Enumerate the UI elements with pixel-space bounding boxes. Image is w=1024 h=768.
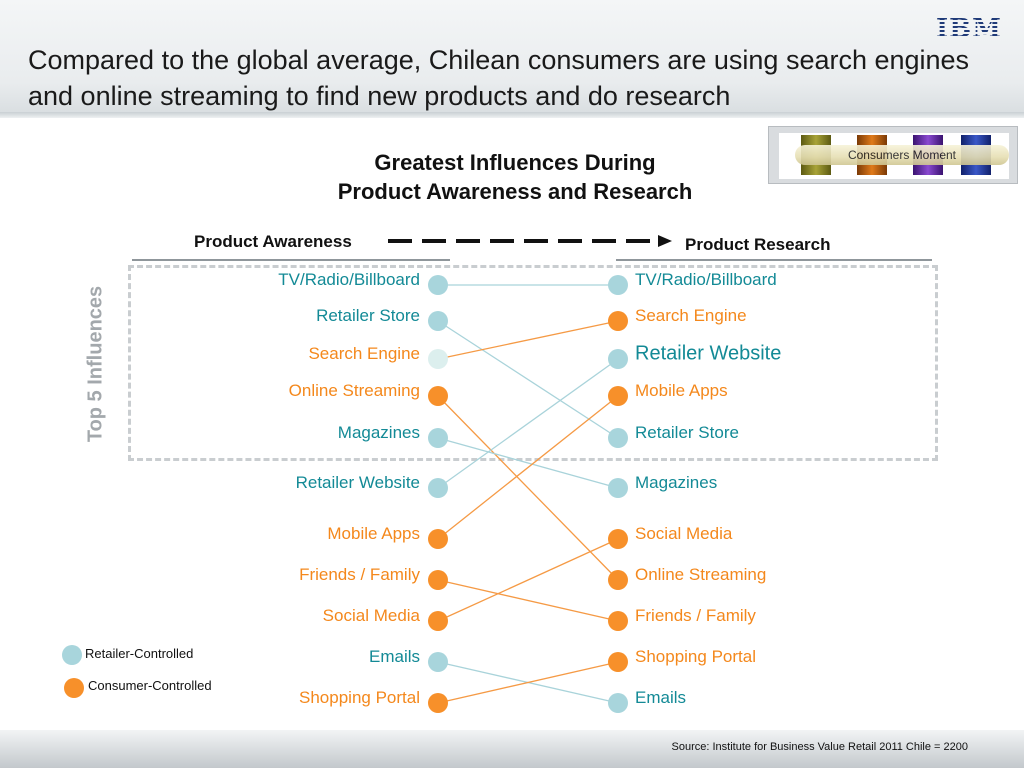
right-node-tv-radio-billboard-dot [608,275,628,295]
link-shopping-portal [437,661,619,704]
left-node-tv-radio-billboard-label: TV/Radio/Billboard [278,270,420,289]
left-node-online-streaming-dot [428,386,448,406]
left-header-rule [132,259,450,261]
left-node-mobile-apps-label: Mobile Apps [327,524,420,543]
right-node-social-media-label: Social Media [635,524,733,543]
diagram-title: Greatest Influences During Product Aware… [260,148,770,206]
top-five-highlight-box [128,265,938,461]
legend-retailer-label: Retailer-Controlled [85,646,194,661]
right-node-search-engine-label: Search Engine [635,306,747,325]
right-node-shopping-portal-dot [608,652,628,672]
badge-label: Consumers Moment [795,145,1009,165]
legend-consumer-dot [64,678,84,698]
right-node-tv-radio-billboard-label: TV/Radio/Billboard [635,270,777,289]
right-node-magazines-label: Magazines [635,473,718,492]
link-magazines [437,437,619,489]
left-node-tv-radio-billboard-dot [428,275,448,295]
left-node-friends-family-label: Friends / Family [299,565,420,584]
left-node-retailer-store-dot [428,311,448,331]
link-social-media [437,538,619,622]
right-node-search-engine-dot [608,311,628,331]
right-node-emails-label: Emails [635,688,687,707]
right-node-retailer-website-label: Retailer Website [635,342,782,365]
left-node-magazines-label: Magazines [337,423,420,442]
footer-band [0,730,1024,768]
left-node-emails-dot [428,652,448,672]
left-node-retailer-store-label: Retailer Store [316,306,420,325]
ibm-logo: IBM [936,14,1002,44]
link-mobile-apps [437,395,619,540]
consumers-moment-badge: Consumers Moment [768,126,1018,184]
left-node-social-media-label: Social Media [322,606,420,625]
legend-consumer-label: Consumer-Controlled [88,678,212,693]
right-node-mobile-apps-label: Mobile Apps [635,381,728,400]
link-search-engine [437,320,619,360]
header-divider [0,112,1024,118]
left-node-search-engine-label: Search Engine [308,344,420,363]
right-node-online-streaming-dot [608,570,628,590]
right-node-emails-dot [608,693,628,713]
left-node-retailer-website-label: Retailer Website [295,473,420,492]
link-retailer-store [437,320,619,439]
right-node-online-streaming-label: Online Streaming [635,565,767,584]
right-node-social-media-dot [608,529,628,549]
left-node-online-streaming-label: Online Streaming [288,381,420,400]
right-node-shopping-portal-label: Shopping Portal [635,647,756,666]
right-node-friends-family-dot [608,611,628,631]
left-node-friends-family-dot [428,570,448,590]
diagram-title-line1: Greatest Influences During [374,150,656,175]
link-retailer-website [437,358,619,489]
source-note: Source: Institute for Business Value Ret… [671,741,968,753]
legend-retailer-dot [62,645,82,665]
awareness-to-research-arrow [388,235,672,247]
right-node-retailer-website-dot [608,349,628,369]
left-node-magazines-dot [428,428,448,448]
left-node-shopping-portal-dot [428,693,448,713]
right-node-magazines-dot [608,478,628,498]
left-node-social-media-dot [428,611,448,631]
left-column-header: Product Awareness [194,232,352,251]
badge-inner: Consumers Moment [779,133,1009,179]
right-node-friends-family-label: Friends / Family [635,606,756,625]
left-node-emails-label: Emails [368,647,420,666]
right-node-mobile-apps-dot [608,386,628,406]
diagram-title-line2: Product Awareness and Research [337,179,693,204]
right-node-retailer-store-dot [608,428,628,448]
left-node-retailer-website-dot [428,478,448,498]
right-column-header: Product Research [685,235,831,254]
link-friends-family [437,579,619,622]
left-node-shopping-portal-label: Shopping Portal [299,688,420,707]
header-band [0,0,1024,118]
left-node-mobile-apps-dot [428,529,448,549]
right-node-retailer-store-label: Retailer Store [635,423,739,442]
slide-title: Compared to the global average, Chilean … [28,45,970,111]
arrow-head [658,235,672,247]
right-header-rule [616,259,932,261]
link-online-streaming [437,395,619,581]
left-node-search-engine-dot [428,349,448,369]
